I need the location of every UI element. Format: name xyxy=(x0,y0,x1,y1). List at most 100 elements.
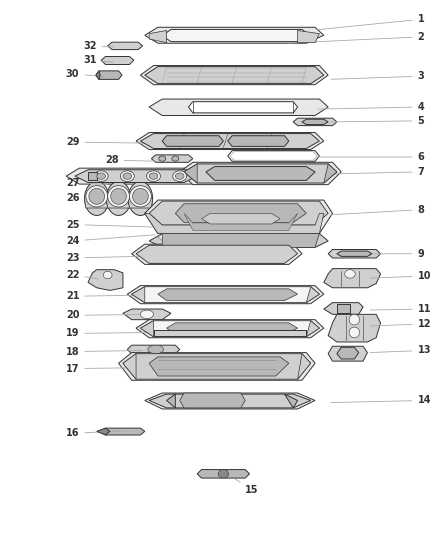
Polygon shape xyxy=(101,428,145,435)
Text: 29: 29 xyxy=(66,137,146,147)
Ellipse shape xyxy=(147,171,160,181)
Polygon shape xyxy=(132,287,145,303)
Text: 20: 20 xyxy=(66,310,142,320)
Text: 32: 32 xyxy=(83,42,113,51)
Polygon shape xyxy=(184,164,337,183)
Polygon shape xyxy=(201,213,280,224)
Polygon shape xyxy=(197,470,250,478)
Polygon shape xyxy=(162,29,311,42)
Polygon shape xyxy=(337,304,350,313)
Ellipse shape xyxy=(108,185,130,207)
Polygon shape xyxy=(324,164,337,183)
Ellipse shape xyxy=(86,185,108,207)
Polygon shape xyxy=(132,244,302,264)
Ellipse shape xyxy=(123,173,132,179)
Text: 13: 13 xyxy=(370,345,431,356)
Polygon shape xyxy=(166,394,175,408)
Polygon shape xyxy=(88,172,97,180)
Polygon shape xyxy=(285,394,297,408)
Polygon shape xyxy=(228,151,319,161)
Polygon shape xyxy=(145,213,324,233)
Polygon shape xyxy=(97,428,110,435)
Text: 14: 14 xyxy=(331,395,431,406)
Ellipse shape xyxy=(106,181,131,215)
Polygon shape xyxy=(145,67,324,84)
Polygon shape xyxy=(230,152,317,160)
Text: 16: 16 xyxy=(66,429,120,439)
Polygon shape xyxy=(136,245,297,263)
Polygon shape xyxy=(328,346,367,361)
Text: 4: 4 xyxy=(318,102,424,112)
Text: 23: 23 xyxy=(66,253,155,263)
Text: 7: 7 xyxy=(331,167,424,177)
Polygon shape xyxy=(136,133,324,150)
Ellipse shape xyxy=(218,470,229,478)
Polygon shape xyxy=(145,393,315,409)
Ellipse shape xyxy=(141,310,153,319)
Polygon shape xyxy=(149,99,328,116)
Polygon shape xyxy=(337,251,372,256)
Text: 31: 31 xyxy=(83,55,113,65)
Polygon shape xyxy=(184,164,197,183)
Polygon shape xyxy=(153,330,306,336)
Polygon shape xyxy=(297,30,319,43)
Ellipse shape xyxy=(120,171,134,181)
Polygon shape xyxy=(145,200,332,233)
Ellipse shape xyxy=(130,185,151,207)
Polygon shape xyxy=(324,303,363,314)
Polygon shape xyxy=(145,27,324,43)
Text: 19: 19 xyxy=(66,328,154,338)
Polygon shape xyxy=(151,155,193,163)
Text: 26: 26 xyxy=(66,193,107,204)
Polygon shape xyxy=(141,134,319,149)
Ellipse shape xyxy=(175,173,184,179)
Text: 22: 22 xyxy=(66,270,99,280)
Polygon shape xyxy=(175,204,306,222)
Text: 21: 21 xyxy=(66,291,133,301)
Polygon shape xyxy=(106,198,131,208)
Polygon shape xyxy=(328,314,381,342)
Polygon shape xyxy=(96,71,122,79)
Ellipse shape xyxy=(349,314,360,325)
Text: 9: 9 xyxy=(370,249,424,259)
Polygon shape xyxy=(180,393,245,408)
Polygon shape xyxy=(96,71,100,79)
Text: 28: 28 xyxy=(105,155,155,165)
Polygon shape xyxy=(123,354,136,379)
Text: 3: 3 xyxy=(331,71,424,81)
Polygon shape xyxy=(149,201,328,225)
Polygon shape xyxy=(88,270,123,290)
Polygon shape xyxy=(149,30,166,43)
Polygon shape xyxy=(66,168,206,184)
Ellipse shape xyxy=(103,271,112,279)
Polygon shape xyxy=(149,245,289,263)
Ellipse shape xyxy=(172,156,179,161)
Text: 25: 25 xyxy=(66,220,155,230)
Ellipse shape xyxy=(148,345,163,354)
Polygon shape xyxy=(306,321,319,337)
Ellipse shape xyxy=(97,173,106,179)
Polygon shape xyxy=(293,118,337,126)
Polygon shape xyxy=(123,309,171,320)
Polygon shape xyxy=(302,119,328,125)
Text: 15: 15 xyxy=(234,479,259,495)
Polygon shape xyxy=(324,269,381,288)
Text: 18: 18 xyxy=(66,346,142,357)
Polygon shape xyxy=(141,321,153,337)
Polygon shape xyxy=(162,233,319,247)
Polygon shape xyxy=(108,42,143,50)
Ellipse shape xyxy=(89,188,105,204)
Text: 10: 10 xyxy=(370,271,431,281)
Text: 12: 12 xyxy=(370,319,431,329)
Polygon shape xyxy=(149,394,311,408)
Polygon shape xyxy=(85,198,109,208)
Polygon shape xyxy=(328,249,381,258)
Text: 11: 11 xyxy=(370,304,431,314)
Polygon shape xyxy=(127,345,180,354)
Polygon shape xyxy=(158,289,297,301)
Polygon shape xyxy=(337,348,359,359)
Text: 30: 30 xyxy=(66,69,105,79)
Polygon shape xyxy=(132,287,319,303)
Ellipse shape xyxy=(94,171,108,181)
Polygon shape xyxy=(141,66,328,85)
